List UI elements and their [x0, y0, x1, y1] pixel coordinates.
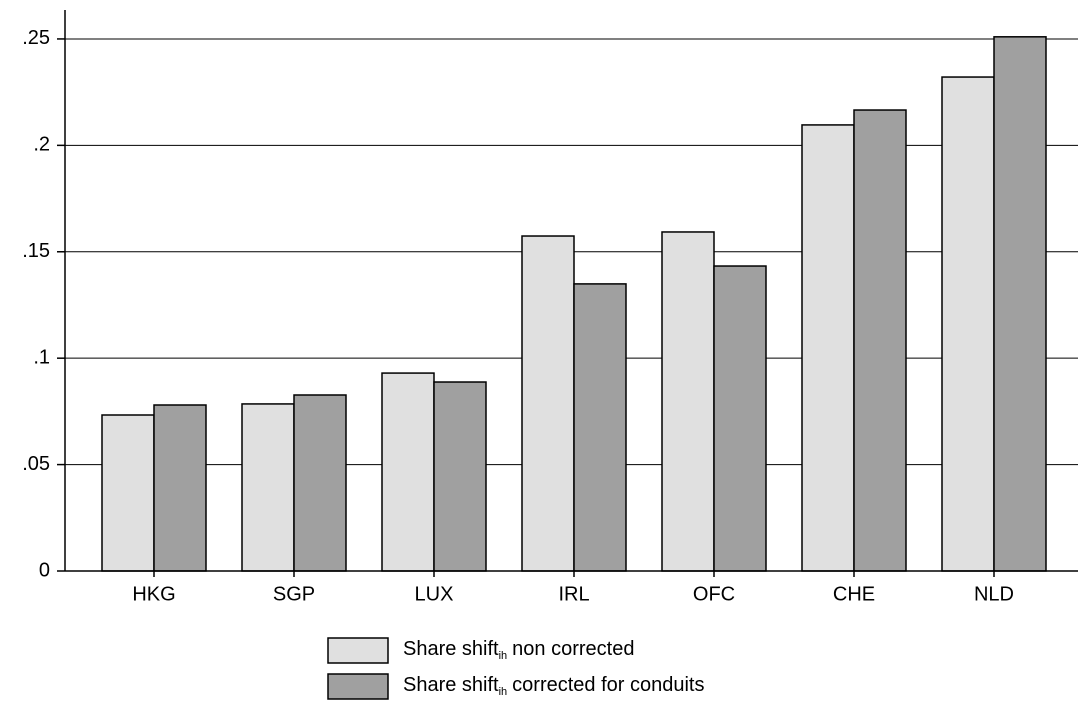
- legend-swatch: [327, 673, 389, 700]
- y-tick-label: .25: [22, 27, 50, 49]
- legend-swatch: [327, 637, 389, 664]
- bar: [381, 372, 435, 572]
- legend-label: Share shiftih corrected for conduits: [403, 674, 705, 698]
- legend-name: Share shift: [403, 638, 499, 660]
- bar: [293, 394, 347, 572]
- x-tick-label: NLD: [974, 583, 1014, 605]
- bar: [433, 381, 487, 572]
- y-tick-label: .05: [22, 453, 50, 475]
- legend-subscript: ih: [499, 686, 508, 698]
- legend-name: Share shift: [403, 674, 499, 696]
- y-tick-label: .2: [33, 134, 50, 156]
- bar: [993, 36, 1047, 572]
- y-tick-label: .15: [22, 240, 50, 262]
- bar: [713, 265, 767, 572]
- legend-rest: corrected for conduits: [512, 674, 704, 696]
- bar: [153, 404, 207, 572]
- x-tick-label: CHE: [833, 583, 875, 605]
- legend-subscript: ih: [499, 650, 508, 662]
- x-tick-label: IRL: [558, 583, 589, 605]
- x-tick-label: OFC: [693, 583, 735, 605]
- bar: [661, 231, 715, 572]
- x-tick-label: LUX: [415, 583, 454, 605]
- bar: [941, 76, 995, 572]
- legend-rest: non corrected: [512, 638, 634, 660]
- y-tick-label: 0: [39, 559, 50, 581]
- bar: [573, 283, 627, 572]
- y-tick-label: .1: [33, 346, 50, 368]
- bar: [241, 403, 295, 572]
- bar: [801, 124, 855, 572]
- bar: [853, 109, 907, 572]
- bar: [101, 414, 155, 572]
- bar: [521, 235, 575, 572]
- x-tick-label: SGP: [273, 583, 315, 605]
- x-tick-label: HKG: [132, 583, 175, 605]
- legend-label: Share shiftih non corrected: [403, 638, 634, 662]
